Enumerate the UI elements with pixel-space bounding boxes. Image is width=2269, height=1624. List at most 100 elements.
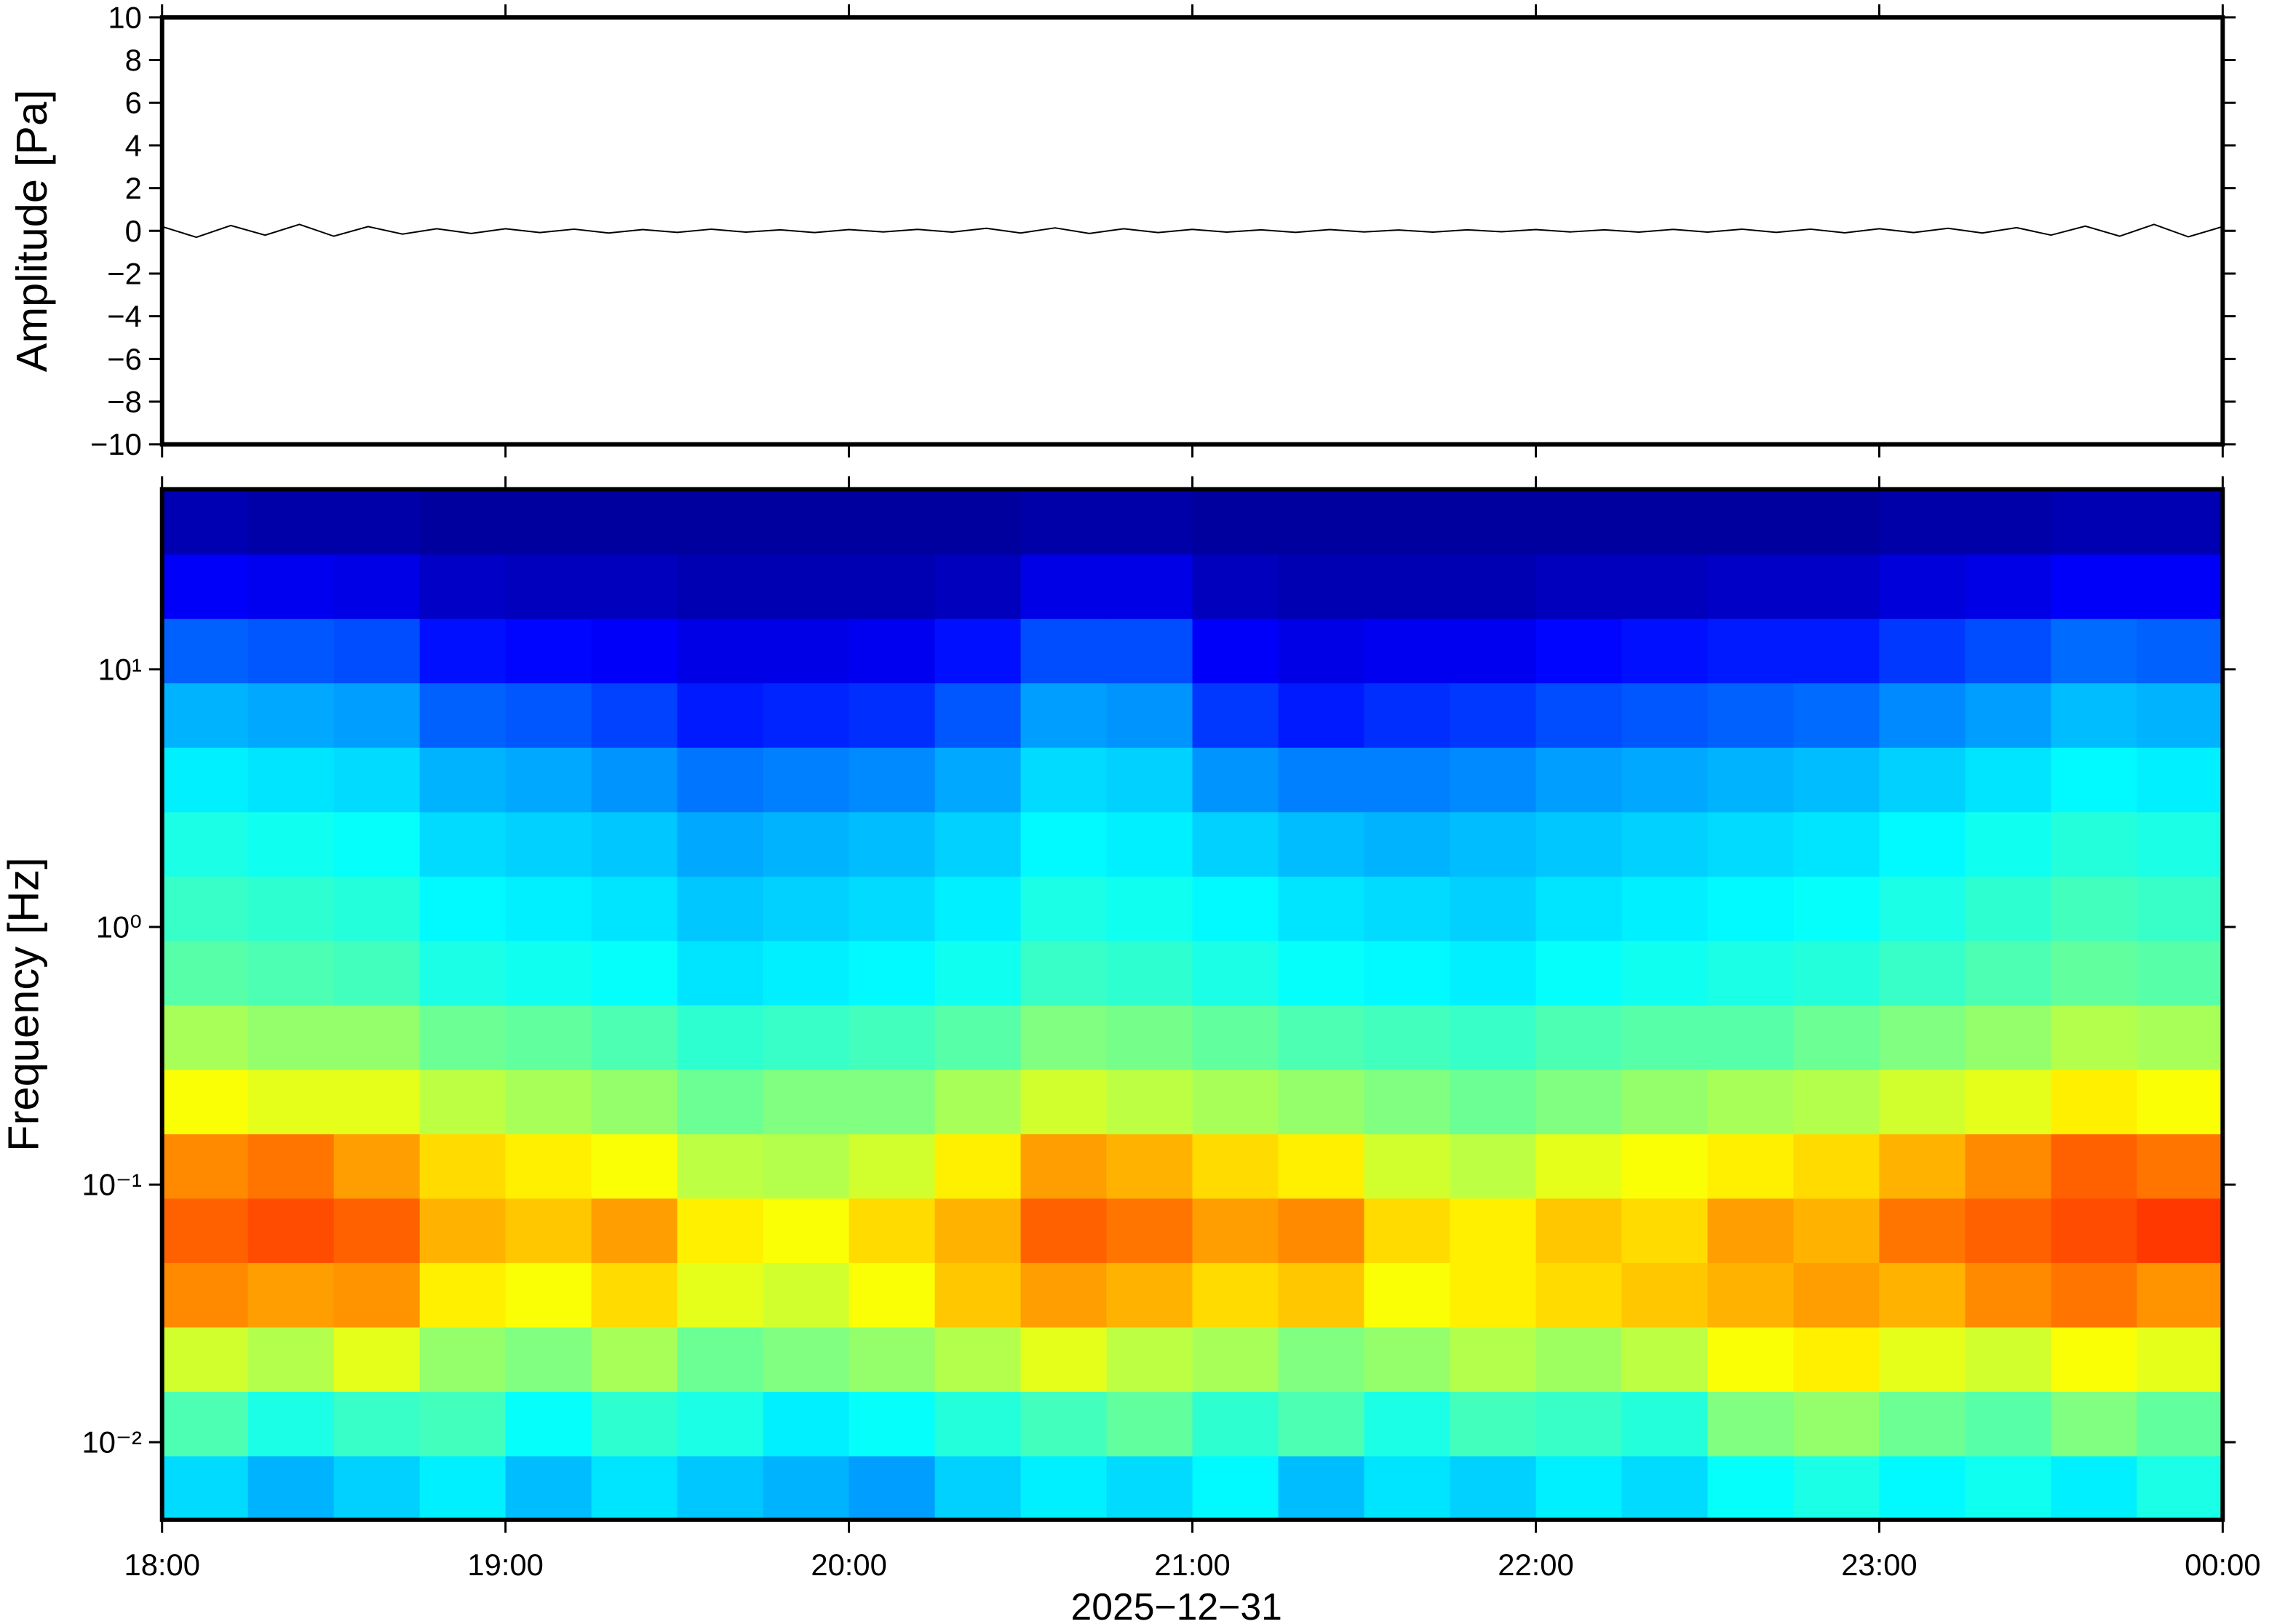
- spectrogram-cell: [419, 554, 506, 619]
- spectrogram-cell: [1450, 554, 1537, 619]
- spectrogram-cell: [1450, 1455, 1537, 1521]
- spectrogram-cell: [1278, 554, 1365, 619]
- spectrogram-cell: [333, 1390, 421, 1457]
- spectrogram-cell: [763, 489, 850, 555]
- x-tick-label: 20:00: [811, 1548, 886, 1582]
- spectrogram-cell: [1364, 682, 1451, 748]
- spectrogram-cell: [1879, 940, 1966, 1006]
- spectrogram-cell: [247, 1004, 335, 1070]
- spectrogram-cell: [505, 1004, 592, 1070]
- spectrogram-cell: [934, 811, 1022, 877]
- spectrogram-cell: [1106, 1262, 1193, 1328]
- spectrogram-cell: [1535, 875, 1623, 942]
- spectrogram-cell: [419, 811, 506, 877]
- y-tick-label: 10⁻²: [82, 1425, 142, 1460]
- spectrogram-cell: [419, 1004, 506, 1070]
- spectrogram-cell: [591, 1133, 678, 1199]
- spectrogram-cell: [1535, 940, 1623, 1006]
- spectrogram-cell: [1278, 618, 1365, 684]
- spectrogram-cell: [1707, 1326, 1795, 1393]
- spectrogram-cell: [1879, 1069, 1966, 1134]
- spectrogram-cell: [1020, 1198, 1108, 1263]
- y-axis-label: Amplitude [Pa]: [7, 89, 56, 372]
- spectrogram-cell: [934, 1004, 1022, 1070]
- spectrogram-cell: [1707, 489, 1795, 555]
- spectrogram-cell: [1707, 1069, 1795, 1134]
- spectrogram-cell: [1106, 747, 1193, 813]
- spectrogram-cell: [1020, 618, 1108, 684]
- spectrogram-cell: [1106, 1133, 1193, 1199]
- spectrogram-cell: [1106, 811, 1193, 877]
- y-tick-label: 8: [125, 43, 142, 77]
- spectrogram-cell: [677, 1069, 764, 1134]
- spectrogram-cell: [2137, 489, 2224, 555]
- spectrogram-cell: [677, 1198, 764, 1263]
- spectrogram-cell: [849, 1004, 936, 1070]
- spectrogram-cell: [1278, 940, 1365, 1006]
- x-tick-label: 22:00: [1498, 1548, 1573, 1582]
- spectrogram-cell: [2137, 940, 2224, 1006]
- spectrogram-cell: [1364, 940, 1451, 1006]
- x-axis-label: 2025−12−31: [1070, 1585, 1281, 1624]
- spectrogram-cell: [247, 747, 335, 813]
- spectrogram-cell: [1535, 1390, 1623, 1457]
- spectrogram-cell: [1278, 1133, 1365, 1199]
- spectrogram-cell: [1707, 811, 1795, 877]
- y-tick-label: −6: [107, 342, 142, 376]
- spectrogram-cell: [849, 1262, 936, 1328]
- spectrogram-cell: [1965, 1069, 2052, 1134]
- spectrogram-cell: [1364, 554, 1451, 619]
- spectrogram-cell: [2137, 618, 2224, 684]
- spectrogram-cell: [1192, 1455, 1279, 1521]
- spectrogram-cell: [1965, 554, 2052, 619]
- spectrogram-cell: [1278, 489, 1365, 555]
- spectrogram-cell: [677, 811, 764, 877]
- spectrogram-cell: [2051, 1262, 2138, 1328]
- spectrogram-cell: [333, 940, 421, 1006]
- spectrogram-cell: [849, 1390, 936, 1457]
- spectrogram-cell: [333, 1004, 421, 1070]
- spectrogram-cell: [1793, 1133, 1880, 1199]
- spectrogram-cell: [1707, 1390, 1795, 1457]
- spectrogram-cell: [505, 1455, 592, 1521]
- spectrogram-cell: [1278, 747, 1365, 813]
- spectrogram-cell: [1364, 811, 1451, 877]
- spectrogram-cell: [1965, 1390, 2052, 1457]
- spectrogram-cell: [247, 1455, 335, 1521]
- spectrogram-cell: [1450, 1198, 1537, 1263]
- y-tick-label: 10¹: [98, 652, 142, 686]
- spectrogram-cell: [162, 1198, 249, 1263]
- spectrogram-cell: [505, 1133, 592, 1199]
- spectrogram-cell: [2051, 1455, 2138, 1521]
- spectrogram-cell: [1364, 875, 1451, 942]
- spectrogram-cell: [505, 1390, 592, 1457]
- spectrogram-cell: [1535, 1198, 1623, 1263]
- spectrogram-cell: [2051, 1004, 2138, 1070]
- spectrogram-cell: [1364, 618, 1451, 684]
- spectrogram-cell: [1707, 1455, 1795, 1521]
- spectrogram-cell: [333, 1133, 421, 1199]
- spectrogram-cell: [849, 875, 936, 942]
- spectrogram-cell: [1192, 1069, 1279, 1134]
- spectrogram-cell: [333, 1069, 421, 1134]
- spectrogram-cell: [1020, 747, 1108, 813]
- spectrogram-cell: [419, 1198, 506, 1263]
- spectrogram-cell: [1450, 940, 1537, 1006]
- spectrogram-cell: [162, 682, 249, 748]
- spectrogram-cell: [1793, 682, 1880, 748]
- spectrogram-cell: [1621, 875, 1709, 942]
- spectrogram-cell: [505, 1326, 592, 1393]
- spectrogram-cell: [2051, 1069, 2138, 1134]
- spectrogram-cell: [1450, 1390, 1537, 1457]
- spectrogram-cell: [849, 554, 936, 619]
- spectrogram-cell: [1450, 1326, 1537, 1393]
- spectrogram-cell: [1192, 1326, 1279, 1393]
- spectrogram-cell: [1793, 1326, 1880, 1393]
- spectrogram-cell: [247, 1069, 335, 1134]
- spectrogram-cell: [419, 1133, 506, 1199]
- spectrogram-cell: [1192, 1262, 1279, 1328]
- spectrogram-cell: [1020, 554, 1108, 619]
- spectrogram-cell: [1621, 1133, 1709, 1199]
- spectrogram-cell: [934, 1069, 1022, 1134]
- spectrogram-cell: [1793, 747, 1880, 813]
